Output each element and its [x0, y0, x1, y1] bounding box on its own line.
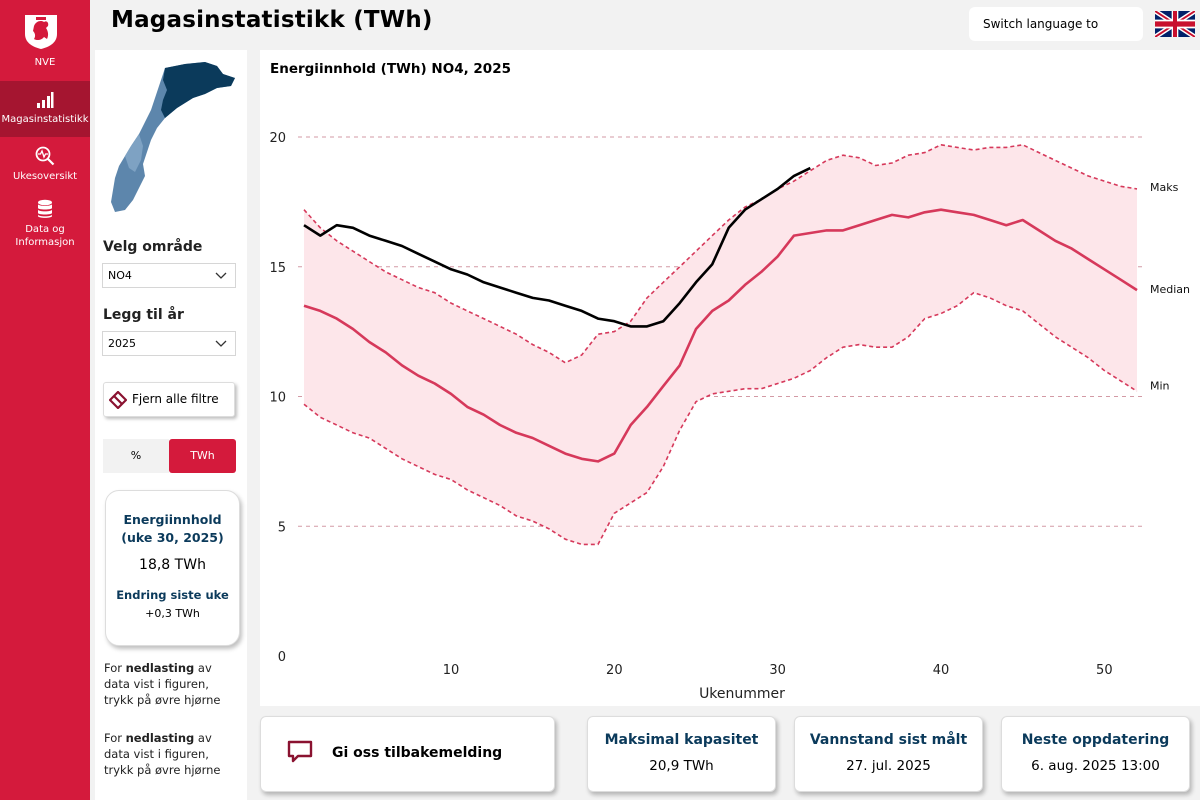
y-tick-label: 5: [278, 520, 286, 535]
nav-item-label: Ukesoversikt: [12, 171, 78, 182]
speech-bubble-icon: [287, 740, 313, 763]
area-label: Velg område: [103, 239, 203, 255]
y-tick-label: 15: [269, 261, 286, 276]
brand-label: NVE: [34, 57, 56, 68]
eraser-icon: [109, 391, 127, 409]
capacity-label: Maksimal kapasitet: [604, 732, 759, 748]
unit-option-percent[interactable]: %: [103, 439, 169, 473]
filter-panel: Velg område NO4 Legg til år 2025 Fjern a…: [95, 50, 247, 800]
series-line-min: [303, 291, 1138, 546]
x-tick-label: 40: [933, 663, 950, 678]
series-line-2025: [303, 166, 811, 328]
download-note: For nedlasting av data vist i figuren, t…: [104, 730, 240, 778]
download-note: For nedlasting av data vist i figuren, t…: [104, 660, 240, 708]
download-note-bold: nedlasting: [125, 731, 195, 745]
feedback-button[interactable]: Gi oss tilbakemelding: [260, 716, 555, 792]
clear-filters-button[interactable]: Fjern alle filtre: [103, 382, 235, 417]
chevron-down-icon: [215, 272, 227, 279]
end-label-median: Median: [1150, 283, 1190, 296]
year-label: Legg til år: [103, 307, 184, 323]
x-tick-label: 50: [1096, 663, 1113, 678]
y-tick-label: 10: [269, 391, 286, 406]
download-note-suffix: av data vist i figuren, trykk på øvre hj…: [104, 661, 221, 707]
end-label-maks: Maks: [1150, 181, 1179, 194]
download-note-suffix: av data vist i figuren, trykk på øvre hj…: [104, 731, 221, 777]
download-note-prefix: For: [104, 731, 126, 745]
capacity-card: Maksimal kapasitet 20,9 TWh: [587, 716, 776, 792]
feedback-label: Gi oss tilbakemelding: [332, 745, 503, 761]
water-level-card: Vannstand sist målt 27. jul. 2025: [794, 716, 983, 792]
nve-logo[interactable]: NVE: [22, 12, 68, 70]
uk-flag-icon[interactable]: [1155, 11, 1195, 37]
water-level-value: 27. jul. 2025: [846, 758, 931, 774]
unit-toggle: % TWh: [103, 439, 236, 473]
change-value: +0,3 TWh: [145, 607, 200, 620]
next-update-card: Neste oppdatering 6. aug. 2025 13:00: [1001, 716, 1190, 792]
water-level-label: Vannstand sist målt: [809, 732, 968, 748]
chart-title: Energiinnhold (TWh) NO4, 2025: [270, 61, 511, 77]
end-label-min: Min: [1150, 379, 1170, 392]
clear-filters-label: Fjern alle filtre: [132, 392, 219, 406]
capacity-value: 20,9 TWh: [649, 758, 714, 774]
y-tick-label: 0: [278, 650, 286, 665]
nav-item-label: Data og Informasjon: [15, 224, 75, 248]
area-select[interactable]: NO4: [102, 263, 236, 288]
chevron-down-icon: [215, 340, 227, 347]
switch-language-button[interactable]: Switch language to English:: [969, 7, 1143, 65]
x-tick-label: 30: [769, 663, 786, 678]
nav-item-ukesoversikt[interactable]: Ukesoversikt: [0, 146, 90, 183]
min-max-band: [304, 144, 1137, 545]
y-tick-label: 20: [269, 131, 286, 146]
x-axis-label: Ukenummer: [699, 686, 785, 702]
x-tick-label: 10: [443, 663, 460, 678]
database-icon: [38, 199, 52, 218]
nav-item-data-og-informasjon[interactable]: Data og Informasjon: [0, 199, 90, 249]
unit-option-twh[interactable]: TWh: [169, 439, 236, 473]
download-note-bold: nedlasting: [125, 661, 195, 675]
series-line-median: [303, 208, 1138, 463]
energy-heading: Energiinnhold (uke 30, 2025): [121, 512, 224, 545]
bar-chart-icon: [37, 92, 54, 108]
chart-panel: Energiinnhold (TWh) NO4, 2025 0 5 10 15 20 10…: [260, 50, 1200, 706]
x-tick-label: 20: [606, 663, 623, 678]
series-line-maks: [303, 144, 1138, 364]
norway-map-icon[interactable]: [105, 60, 235, 215]
next-update-value: 6. aug. 2025 13:00: [1031, 758, 1160, 774]
lion-seal-icon: [25, 15, 57, 49]
energy-content-card: Energiinnhold (uke 30, 2025) 18,8 TWh En…: [105, 490, 240, 646]
year-select[interactable]: 2025: [102, 331, 236, 356]
nav-item-label: Magasinstatistikk: [1, 114, 89, 125]
reservoir-chart[interactable]: 0 5 10 15 20 10 20 30 40 50 Maks Median Min Ukenumm…: [260, 50, 1200, 706]
change-heading: Endring siste uke: [116, 588, 229, 602]
area-select-value: NO4: [108, 269, 132, 282]
magnifier-pulse-icon: [35, 146, 55, 166]
page-title: Magasinstatistikk (TWh): [111, 7, 433, 33]
side-nav: NVE Magasinstatistikk Ukesoversikt Data …: [0, 0, 90, 800]
next-update-label: Neste oppdatering: [1021, 732, 1170, 748]
nav-item-magasinstatistikk[interactable]: Magasinstatistikk: [0, 81, 90, 137]
energy-value: 18,8 TWh: [139, 557, 206, 573]
download-note-prefix: For: [104, 661, 126, 675]
year-select-value: 2025: [108, 337, 136, 350]
